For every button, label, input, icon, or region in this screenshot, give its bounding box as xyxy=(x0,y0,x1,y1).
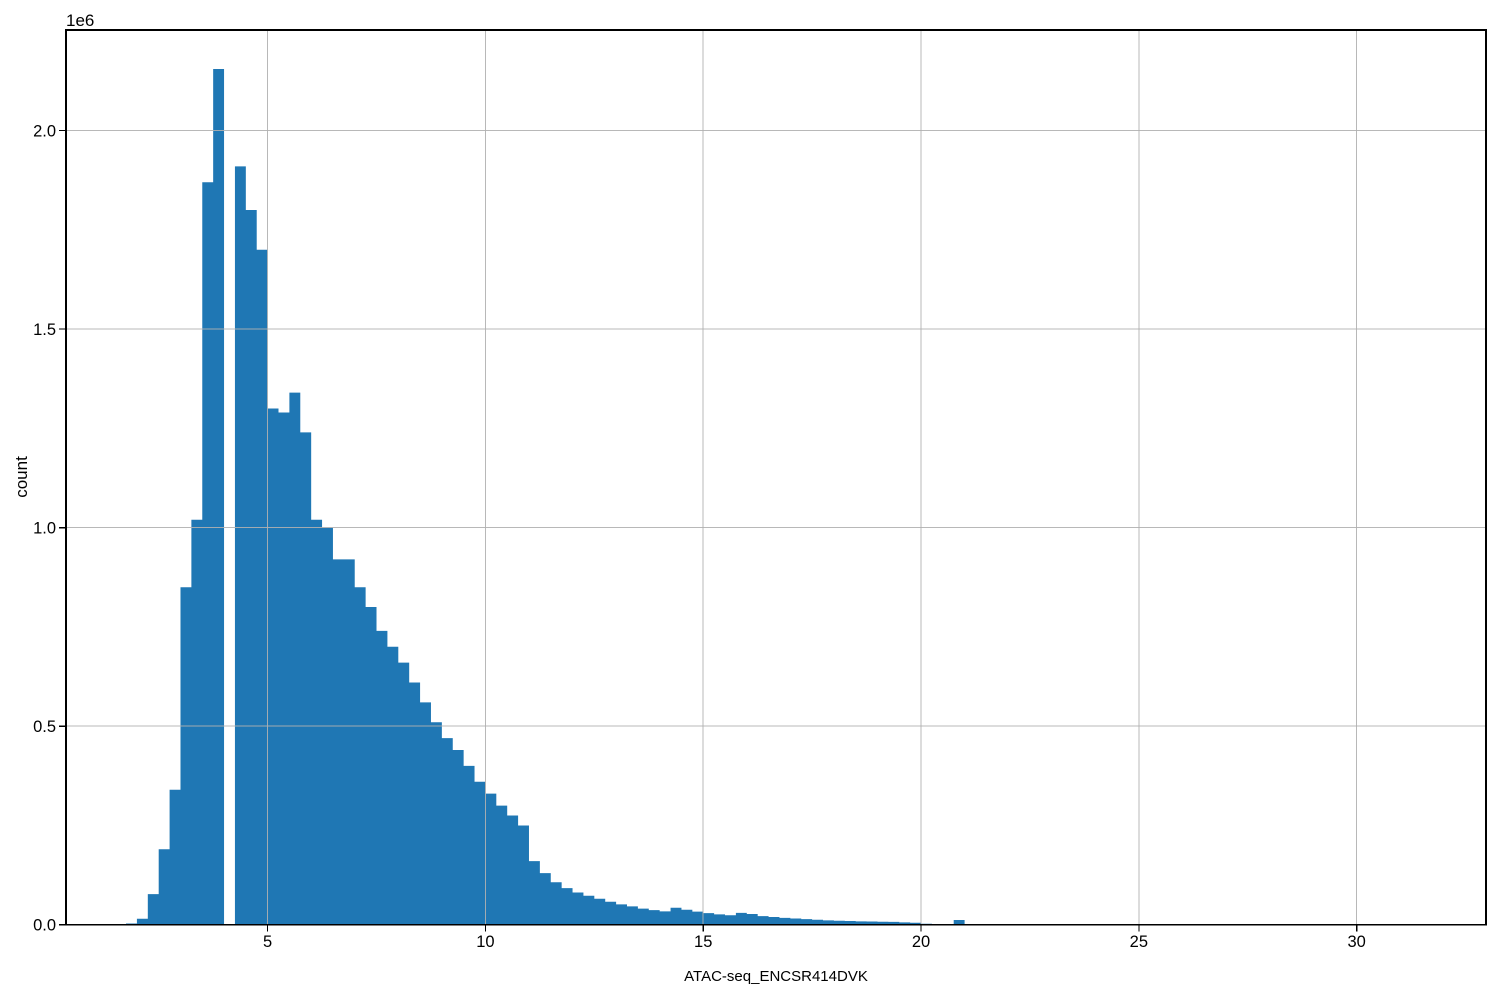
svg-text:1e6: 1e6 xyxy=(66,11,94,30)
svg-text:5: 5 xyxy=(263,933,272,951)
svg-text:0.5: 0.5 xyxy=(33,718,56,736)
svg-text:10: 10 xyxy=(476,933,494,951)
svg-text:2.0: 2.0 xyxy=(33,123,56,141)
svg-text:15: 15 xyxy=(694,933,712,951)
svg-text:1.0: 1.0 xyxy=(33,520,56,538)
svg-text:30: 30 xyxy=(1347,933,1365,951)
svg-text:25: 25 xyxy=(1130,933,1148,951)
svg-text:ATAC-seq_ENCSR414DVK: ATAC-seq_ENCSR414DVK xyxy=(684,968,868,985)
svg-text:1.5: 1.5 xyxy=(33,321,56,339)
svg-text:20: 20 xyxy=(912,933,930,951)
svg-text:count: count xyxy=(12,456,31,498)
svg-text:0.0: 0.0 xyxy=(33,917,56,935)
